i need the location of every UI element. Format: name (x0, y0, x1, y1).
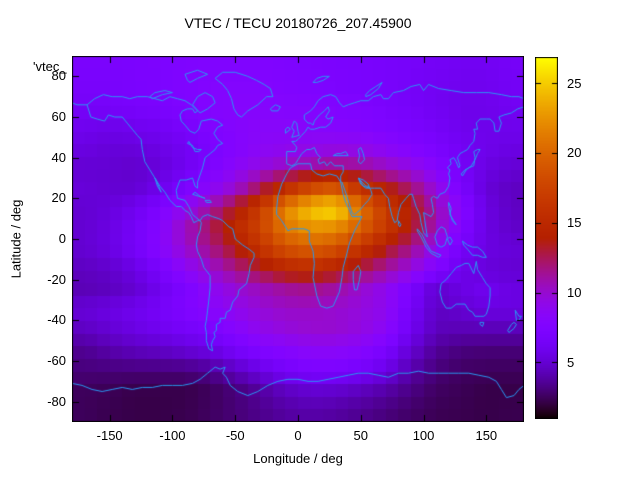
x-axis-title: Longitude / deg (253, 451, 343, 466)
y-tick-label: -20 (47, 271, 66, 287)
x-tick-label: -150 (96, 428, 123, 443)
colorbar-canvas (535, 57, 558, 419)
x-tick-label: -50 (225, 428, 245, 443)
y-tick-label: -80 (47, 393, 66, 409)
x-tick-label: -100 (159, 428, 186, 443)
colorbar-tick-label: 10 (567, 285, 582, 301)
y-tick-label: 20 (51, 190, 66, 206)
x-tick-label: 0 (294, 428, 302, 443)
series-key-label: 'vtec_ (33, 59, 67, 74)
y-tick-label: -40 (47, 312, 66, 328)
colorbar-tick-label: 25 (567, 75, 582, 91)
x-tick-label: 100 (412, 428, 435, 443)
colorbar-tick-label: 15 (567, 215, 582, 231)
y-tick-label: 0 (58, 231, 66, 246)
y-tick-label: 40 (51, 149, 66, 165)
y-tick-label: -60 (47, 353, 66, 368)
tec-heatmap-canvas (72, 56, 524, 422)
colorbar-tick-label: 5 (567, 355, 575, 371)
y-tick-label: 80 (51, 68, 66, 84)
colorbar-tick-label: 20 (567, 145, 582, 161)
x-tick-label: 150 (475, 428, 498, 443)
y-tick-label: 60 (51, 109, 66, 124)
chart-title: VTEC / TECU 20180726_207.45900 (184, 15, 412, 31)
x-tick-label: 50 (353, 428, 368, 443)
